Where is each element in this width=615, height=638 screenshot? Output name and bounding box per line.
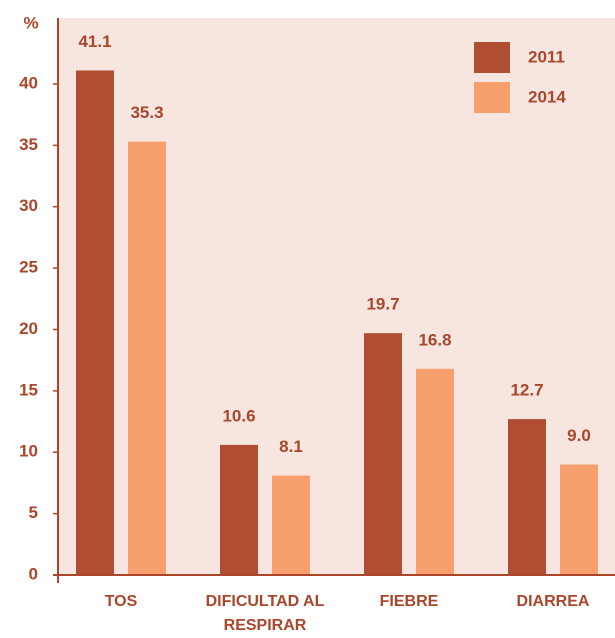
x-tick-label: TOS bbox=[104, 593, 138, 610]
bar bbox=[128, 141, 166, 575]
x-tick-label: DIARREA bbox=[516, 593, 590, 610]
value-label: 10.6 bbox=[222, 406, 255, 425]
x-tick-label: DIFICULTAD AL RESPIRAR bbox=[205, 593, 325, 634]
value-label: 41.1 bbox=[78, 32, 111, 51]
bar bbox=[416, 368, 454, 575]
bar bbox=[560, 464, 598, 575]
y-tick-label: 0 bbox=[29, 564, 38, 583]
value-label: 9.0 bbox=[567, 426, 591, 445]
legend-label: 2011 bbox=[528, 47, 565, 66]
value-label: 16.8 bbox=[418, 330, 451, 349]
legend-label: 2014 bbox=[528, 87, 566, 106]
y-axis-label: % bbox=[23, 13, 38, 32]
y-tick-label: 15 bbox=[19, 380, 38, 399]
y-tick-label: 5 bbox=[29, 503, 38, 522]
bar bbox=[364, 333, 402, 575]
value-label: 19.7 bbox=[366, 295, 399, 314]
x-tick-label: FIEBRE bbox=[379, 593, 439, 610]
bar bbox=[508, 419, 546, 575]
y-tick-label: 10 bbox=[19, 442, 38, 461]
value-label: 35.3 bbox=[130, 103, 163, 122]
bar bbox=[272, 475, 310, 575]
bar bbox=[76, 70, 114, 575]
y-tick-label: 40 bbox=[19, 73, 38, 92]
bar bbox=[220, 444, 258, 575]
value-label: 8.1 bbox=[279, 437, 303, 456]
y-tick-label: 25 bbox=[19, 258, 38, 277]
legend-swatch bbox=[474, 82, 510, 113]
value-label: 12.7 bbox=[510, 381, 543, 400]
y-tick-label: 35 bbox=[19, 135, 38, 154]
y-tick-label: 20 bbox=[19, 319, 38, 338]
legend-swatch bbox=[474, 42, 510, 73]
y-tick-label: 30 bbox=[19, 196, 38, 215]
